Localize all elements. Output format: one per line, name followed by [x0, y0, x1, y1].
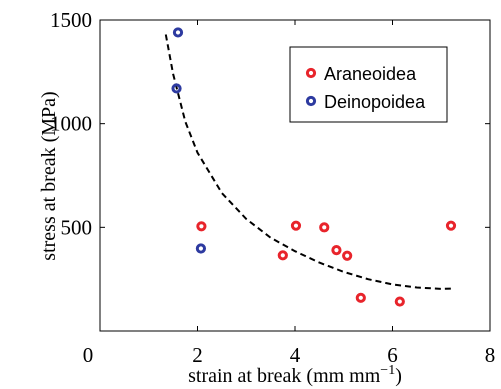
y-axis-title: stress at break (MPa) [38, 91, 60, 260]
data-point-araneoidea [319, 222, 330, 233]
x-axis-title: strain at break (mm mm−1) [188, 363, 402, 387]
data-point-araneoidea [342, 250, 353, 261]
x-axis-title-superscript: −1 [380, 363, 395, 378]
x-tick-label: 6 [387, 343, 398, 367]
axis-tick-labels: 0 2 4 6 8 500 1000 1500 [50, 8, 495, 367]
data-point-araneoidea [331, 245, 342, 256]
x-tick-label: 4 [290, 343, 301, 367]
data-point-araneoidea [355, 292, 366, 303]
x-tick-label: 0 [83, 343, 94, 367]
data-point-deinopoidea [171, 83, 182, 94]
axis-ticks [99, 19, 491, 331]
x-tick-label: 2 [192, 343, 203, 367]
x-axis-title-main: strain at break (mm mm [188, 365, 381, 387]
data-point-araneoidea [277, 250, 288, 261]
y-tick-label: 1500 [50, 8, 92, 32]
data-point-araneoidea [445, 220, 457, 231]
x-tick-label: 8 [485, 343, 496, 367]
legend-label-araneoidea: Araneoidea [324, 64, 417, 84]
legend-marker-araneoidea [305, 67, 317, 79]
x-axis-title-close: ) [395, 365, 402, 387]
legend-box [289, 46, 448, 123]
data-point-araneoidea [394, 296, 405, 307]
legend-marker-deinopoidea [305, 95, 317, 107]
data-point-deinopoidea [195, 243, 207, 254]
data-point-deinopoidea [172, 27, 184, 38]
fit-curve [164, 34, 454, 290]
legend-label-deinopoidea: Deinopoidea [324, 92, 426, 112]
data-point-araneoidea [196, 221, 207, 232]
legend: Araneoidea Deinopoidea [289, 46, 448, 123]
data-points [171, 27, 457, 307]
y-tick-label: 1000 [50, 112, 92, 136]
data-point-araneoidea [290, 220, 302, 231]
y-tick-label: 500 [61, 215, 93, 239]
